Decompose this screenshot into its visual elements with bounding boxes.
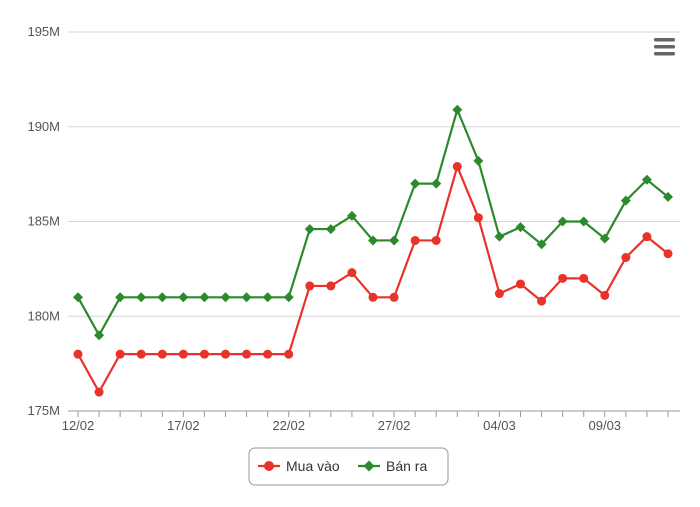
data-point[interactable] — [136, 349, 146, 359]
x-tick-label: 04/03 — [483, 418, 516, 433]
y-tick-label: 185M — [27, 214, 60, 229]
data-point[interactable] — [473, 213, 483, 223]
data-point[interactable] — [558, 273, 568, 283]
data-point[interactable] — [262, 292, 273, 303]
data-point[interactable] — [579, 273, 589, 283]
data-point[interactable] — [452, 162, 462, 172]
data-point[interactable] — [494, 289, 504, 299]
y-tick-label: 190M — [27, 119, 60, 134]
data-point[interactable] — [199, 349, 209, 359]
data-point[interactable] — [263, 349, 273, 359]
data-point[interactable] — [642, 232, 652, 242]
data-point[interactable] — [452, 104, 463, 115]
data-point[interactable] — [663, 191, 673, 202]
x-tick-label: 22/02 — [272, 418, 305, 433]
data-point[interactable] — [368, 235, 378, 246]
data-point[interactable] — [304, 224, 315, 235]
data-point[interactable] — [284, 349, 294, 359]
data-point[interactable] — [537, 296, 547, 306]
legend-marker-icon — [363, 460, 375, 472]
data-point[interactable] — [73, 292, 83, 303]
data-point[interactable] — [241, 292, 252, 303]
legend-label: Mua vào — [286, 458, 340, 474]
data-point[interactable] — [516, 279, 525, 289]
data-point[interactable] — [220, 292, 231, 303]
data-point[interactable] — [347, 268, 357, 278]
data-point[interactable] — [578, 216, 589, 227]
data-point[interactable] — [431, 235, 441, 245]
y-tick-label: 175M — [27, 403, 60, 418]
data-point[interactable] — [283, 292, 294, 303]
menu-line — [654, 38, 675, 42]
data-point[interactable] — [157, 349, 167, 359]
y-tick-label: 195M — [27, 24, 60, 39]
hamburger-menu-icon — [654, 38, 675, 56]
y-tick-label: 180M — [27, 308, 60, 323]
y-axis-ticks: 175M 180M 185M 190M 195M — [27, 24, 60, 418]
data-point[interactable] — [157, 292, 168, 303]
data-point[interactable] — [389, 292, 399, 302]
data-point[interactable] — [178, 349, 188, 359]
data-point[interactable] — [73, 349, 83, 359]
data-point[interactable] — [94, 330, 105, 341]
data-point[interactable] — [431, 178, 442, 189]
series-layer — [73, 104, 673, 397]
data-point[interactable] — [600, 290, 610, 300]
series-mua-vao — [73, 162, 673, 397]
data-point[interactable] — [536, 239, 547, 250]
x-tick-label: 12/02 — [62, 418, 95, 433]
data-point[interactable] — [178, 292, 189, 303]
data-point[interactable] — [663, 249, 673, 259]
legend-label: Bán ra — [386, 458, 427, 474]
data-point[interactable] — [621, 253, 631, 263]
legend-box — [248, 447, 449, 486]
series-ban-ra — [73, 104, 673, 341]
data-point[interactable] — [599, 233, 610, 244]
data-point[interactable] — [410, 235, 420, 245]
x-tick-label: 17/02 — [167, 418, 200, 433]
data-point[interactable] — [136, 292, 147, 303]
legend-marker-icon — [264, 461, 274, 471]
data-point[interactable] — [473, 155, 484, 166]
data-point[interactable] — [515, 222, 526, 233]
data-point[interactable] — [221, 349, 230, 359]
data-point[interactable] — [242, 349, 252, 359]
data-point[interactable] — [115, 292, 126, 303]
legend-item-ban-ra[interactable]: Bán ra — [358, 458, 427, 474]
legend: Mua vào Bán ra — [248, 447, 449, 486]
data-point[interactable] — [368, 292, 378, 302]
data-point[interactable] — [325, 224, 336, 235]
data-point[interactable] — [641, 174, 652, 185]
menu-line — [654, 45, 675, 49]
data-point[interactable] — [305, 281, 315, 291]
legend-item-mua-vao[interactable]: Mua vào — [258, 458, 340, 474]
data-point[interactable] — [389, 235, 400, 246]
data-point[interactable] — [346, 210, 357, 221]
menu-line — [654, 52, 675, 56]
data-point[interactable] — [199, 292, 210, 303]
data-point[interactable] — [115, 349, 125, 359]
chart-menu-button[interactable] — [650, 34, 678, 60]
data-point[interactable] — [326, 281, 336, 291]
x-tick-label: 27/02 — [378, 418, 411, 433]
data-point[interactable] — [94, 387, 104, 397]
data-point[interactable] — [557, 216, 568, 227]
data-point[interactable] — [494, 231, 505, 242]
x-tick-label: 09/03 — [589, 418, 622, 433]
x-axis: 12/02 17/02 22/02 27/02 04/03 09/03 — [62, 410, 680, 433]
data-point[interactable] — [410, 178, 421, 189]
data-point[interactable] — [620, 195, 631, 206]
